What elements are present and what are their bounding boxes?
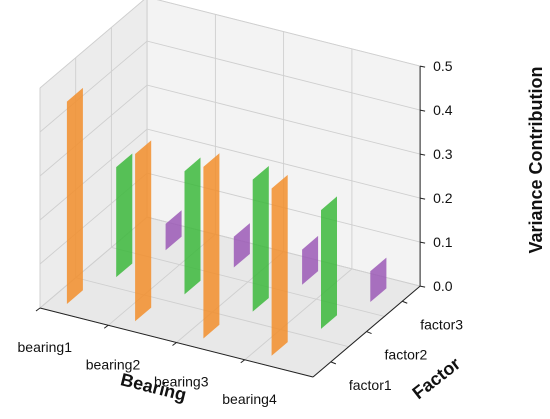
z-axis-title: Variance Contribution [526,66,546,253]
z-tick-label: 0.0 [433,278,453,294]
bar-bearing1-factor2 [116,153,133,278]
x-tick-mark [35,307,41,312]
z-tick-mark [420,65,426,68]
bar-bearing1-factor1 [66,87,83,305]
z-tick-mark [420,241,426,244]
x-tick-mark [240,359,246,364]
bar-bearing4-factor1 [271,174,288,356]
bar-bearing3-factor3 [302,235,319,285]
z-tick-label: 0.2 [433,190,453,206]
z-tick-mark [420,285,426,288]
z-tick-label: 0.5 [433,58,453,74]
y-tick-mark [402,300,408,304]
bar-bearing2-factor2 [184,157,201,295]
y-tick-mark [330,361,337,365]
x-tick-mark [172,342,177,346]
bar-bearing3-factor1 [203,153,220,339]
bar-bearing4-factor2 [321,196,337,329]
z-tick-mark [420,109,426,112]
z-tick-mark [420,197,426,200]
chart-panes [39,0,421,378]
x-tick-label-bearing2: bearing2 [86,356,141,372]
y-tick-mark [366,331,372,335]
chart-bars [66,87,387,356]
x-tick-label-bearing3: bearing3 [154,374,209,390]
z-tick-label: 0.1 [433,234,453,250]
chart-axes [35,65,426,378]
y-tick-label-factor3: factor3 [420,316,463,332]
x-tick-label-bearing4: bearing4 [222,391,277,407]
bar-bearing1-factor3 [165,210,182,251]
y-tick-label-factor1: factor1 [349,377,392,393]
z-tick-mark [420,153,426,156]
x-tick-mark [103,324,109,329]
bar-bearing2-factor1 [135,140,152,322]
z-tick-label: 0.3 [433,146,453,162]
bar-bearing2-factor3 [233,223,250,268]
bar-bearing3-factor2 [252,166,269,312]
y-tick-label-factor2: factor2 [385,347,428,363]
x-tick-label-bearing1: bearing1 [18,339,73,355]
y-gridline [110,27,385,317]
z-tick-label: 0.4 [433,102,453,118]
bar-bearing4-factor3 [370,257,387,302]
